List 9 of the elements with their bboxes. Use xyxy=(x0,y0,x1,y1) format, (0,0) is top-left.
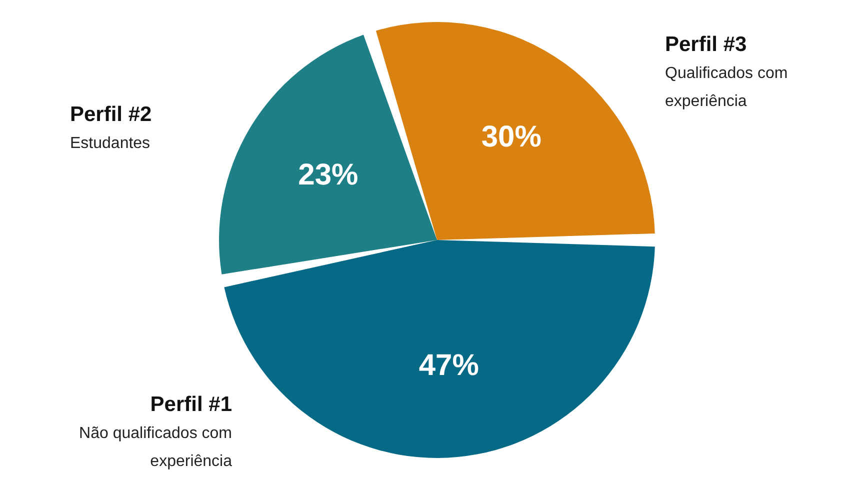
data-label: 30% xyxy=(481,120,542,154)
slice-label: Perfil #3 xyxy=(665,33,747,56)
text: Estudantes xyxy=(70,135,150,152)
data-label: 23% xyxy=(298,158,358,192)
text: Não qualificados com experiência xyxy=(79,425,232,470)
data-label: 47% xyxy=(418,348,479,382)
slice-label: Perfil #1 xyxy=(150,393,232,416)
text: Qualificados com experiência xyxy=(665,65,788,110)
slice-label: Perfil #2 xyxy=(70,103,152,126)
